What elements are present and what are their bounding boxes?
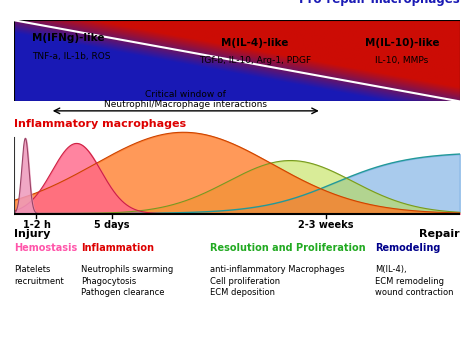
Text: Neutrophils swarming
Phagocytosis
Pathogen clearance: Neutrophils swarming Phagocytosis Pathog…	[81, 266, 173, 297]
Text: M(IL-4),
ECM remodeling
wound contraction: M(IL-4), ECM remodeling wound contractio…	[375, 266, 454, 297]
Text: 2-3 weeks: 2-3 weeks	[298, 220, 354, 231]
Text: Hemostasis: Hemostasis	[14, 243, 77, 253]
Text: 5 days: 5 days	[94, 220, 130, 231]
Text: M(IL-4)-like: M(IL-4)-like	[221, 38, 289, 48]
Text: Injury: Injury	[14, 229, 51, 239]
Text: TGf-b, IL-10, Arg-1, PDGF: TGf-b, IL-10, Arg-1, PDGF	[199, 56, 311, 65]
Text: IL-10, MMPs: IL-10, MMPs	[375, 56, 428, 65]
Text: Resolution and Proliferation: Resolution and Proliferation	[210, 243, 366, 253]
Text: Platelets
recruitment: Platelets recruitment	[14, 266, 64, 286]
Text: Inflammation: Inflammation	[81, 243, 154, 253]
Text: 1-2 h: 1-2 h	[23, 220, 50, 231]
Text: anti-inflammatory Macrophages
Cell proliferation
ECM deposition: anti-inflammatory Macrophages Cell proli…	[210, 266, 345, 297]
Text: Inflammatory macrophages: Inflammatory macrophages	[14, 119, 186, 129]
Text: Critical window of
Neutrophil/Macrophage interactions: Critical window of Neutrophil/Macrophage…	[104, 90, 267, 109]
Text: M(IL-10)-like: M(IL-10)-like	[365, 38, 439, 48]
Text: M(IFNg)-like: M(IFNg)-like	[32, 33, 105, 43]
Text: Pro-repair macrophages: Pro-repair macrophages	[299, 0, 460, 6]
Text: Repair: Repair	[419, 229, 460, 239]
Text: Remodeling: Remodeling	[375, 243, 440, 253]
Text: TNF-a, IL-1b, ROS: TNF-a, IL-1b, ROS	[32, 52, 110, 61]
